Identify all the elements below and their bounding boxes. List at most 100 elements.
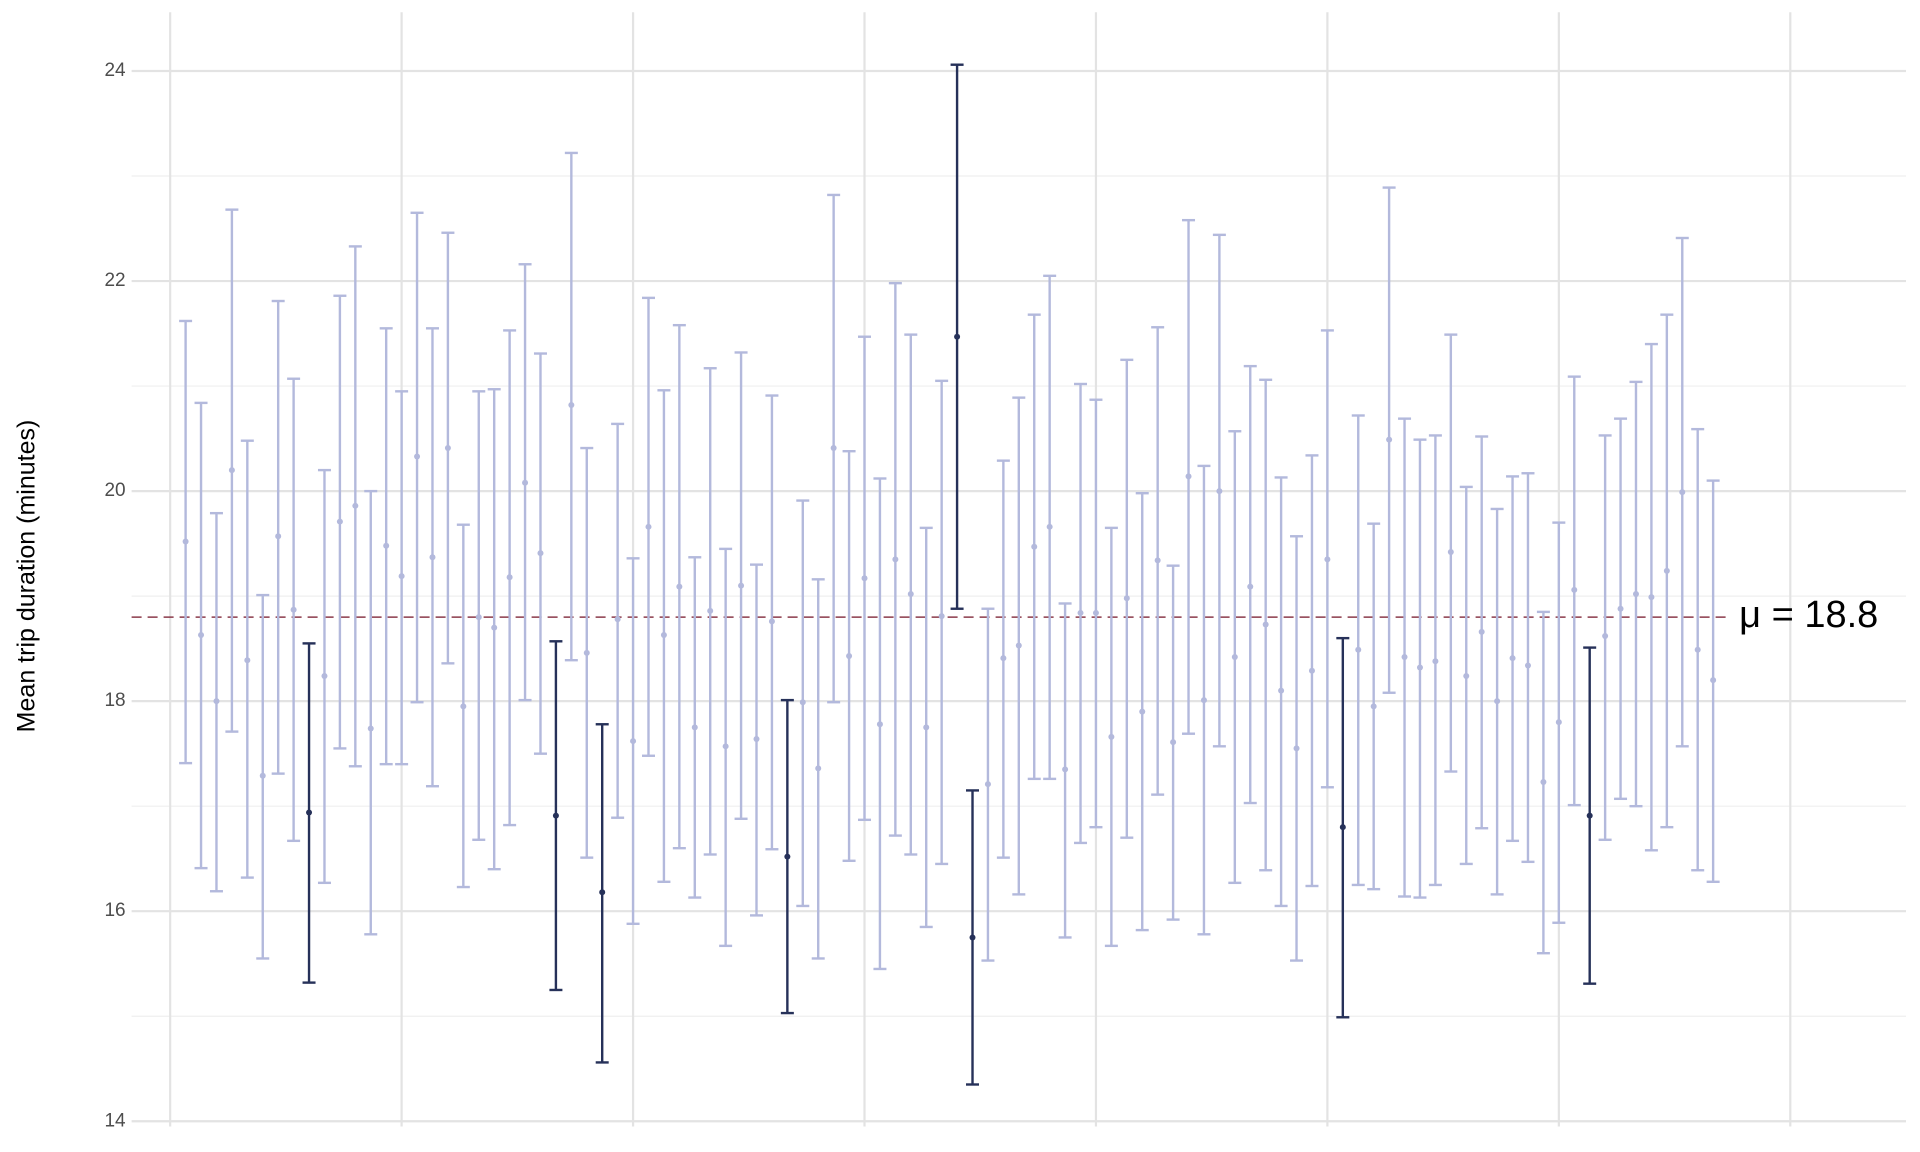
mean-point: [228, 467, 235, 474]
mean-point: [1586, 812, 1593, 819]
mean-point: [938, 613, 945, 620]
mean-point: [213, 698, 220, 705]
mean-point: [1401, 654, 1408, 661]
mean-point: [907, 591, 914, 598]
mean-point: [1324, 556, 1331, 563]
mean-point: [460, 703, 467, 710]
mean-point: [1632, 591, 1639, 598]
mean-point: [1386, 436, 1393, 443]
y-axis-label: Mean trip duration (minutes): [13, 420, 41, 733]
mean-point: [1031, 543, 1038, 550]
mean-point: [614, 616, 621, 623]
mean-point: [444, 445, 451, 452]
mean-point: [1170, 739, 1177, 746]
mean-point: [830, 445, 837, 452]
mean-point: [568, 401, 575, 408]
mean-point: [1108, 733, 1115, 740]
y-tick-label: 18: [104, 690, 125, 711]
mean-point: [336, 518, 343, 525]
mean-point: [1370, 703, 1377, 710]
mean-point: [691, 724, 698, 731]
mean-point: [1432, 658, 1439, 665]
mean-point: [645, 523, 652, 530]
mean-point: [1139, 708, 1146, 715]
mean-point: [1555, 719, 1562, 726]
mean-point: [892, 556, 899, 563]
y-tick-label: 24: [104, 60, 126, 81]
mean-point: [491, 624, 498, 631]
mean-point: [275, 533, 282, 540]
mean-point: [1447, 549, 1454, 556]
mean-point: [1478, 628, 1485, 635]
mean-point: [1494, 698, 1501, 705]
y-tick-label: 20: [104, 480, 125, 501]
mean-point: [1694, 646, 1701, 653]
y-tick-label: 16: [104, 900, 125, 921]
mean-point: [414, 453, 421, 460]
mean-point: [599, 889, 606, 896]
mean-point: [1663, 567, 1670, 574]
mean-point: [1355, 646, 1362, 653]
mean-point: [1278, 687, 1285, 694]
mean-point: [352, 502, 359, 509]
mean-point: [1571, 586, 1578, 593]
mean-point: [1046, 523, 1053, 530]
mean-point: [1015, 642, 1022, 649]
y-tick-label: 14: [104, 1110, 126, 1131]
mean-point: [321, 672, 328, 679]
mean-point: [784, 853, 791, 860]
mean-point: [244, 657, 251, 664]
mean-point: [1509, 655, 1516, 662]
mean-point: [1216, 488, 1223, 495]
mean-label: μ = 18.8: [1739, 594, 1878, 636]
mean-point: [1293, 745, 1300, 752]
mean-point: [923, 724, 930, 731]
mean-point: [506, 574, 513, 581]
mean-point: [753, 735, 760, 742]
mean-point: [1185, 473, 1192, 480]
mean-point: [1648, 594, 1655, 601]
mean-point: [1123, 595, 1130, 602]
mean-point: [1062, 766, 1069, 773]
mean-point: [630, 738, 637, 745]
mean-point: [1416, 664, 1423, 671]
mean-point: [846, 652, 853, 659]
mean-point: [1602, 633, 1609, 640]
mean-point: [306, 809, 313, 816]
mean-point: [259, 772, 266, 779]
mean-point: [198, 631, 205, 638]
mean-point: [984, 781, 991, 788]
mean-point: [1710, 677, 1717, 684]
mean-point: [182, 538, 189, 545]
mean-point: [954, 333, 961, 340]
y-tick-label: 22: [104, 270, 125, 291]
mean-point: [398, 573, 405, 580]
mean-point: [707, 607, 714, 614]
mean-point: [583, 649, 590, 656]
mean-point: [552, 812, 559, 819]
mean-point: [1463, 672, 1470, 679]
mean-point: [722, 743, 729, 750]
mean-point: [876, 721, 883, 728]
mean-point: [738, 582, 745, 589]
mean-point: [861, 575, 868, 582]
mean-point: [1524, 662, 1531, 669]
mean-point: [799, 699, 806, 706]
mean-point: [367, 725, 374, 732]
mean-point: [768, 618, 775, 625]
mean-point: [429, 554, 436, 561]
mean-point: [1262, 621, 1269, 628]
mean-point: [290, 606, 297, 613]
mean-point: [475, 614, 482, 621]
mean-point: [676, 583, 683, 590]
mean-point: [1092, 609, 1099, 616]
mean-point: [1308, 667, 1315, 674]
mean-point: [1540, 779, 1547, 786]
mean-point: [522, 479, 529, 486]
mean-point: [1077, 609, 1084, 616]
mean-point: [815, 765, 822, 772]
mean-point: [1200, 697, 1207, 704]
mean-point: [1231, 654, 1238, 661]
mean-point: [1154, 557, 1161, 564]
